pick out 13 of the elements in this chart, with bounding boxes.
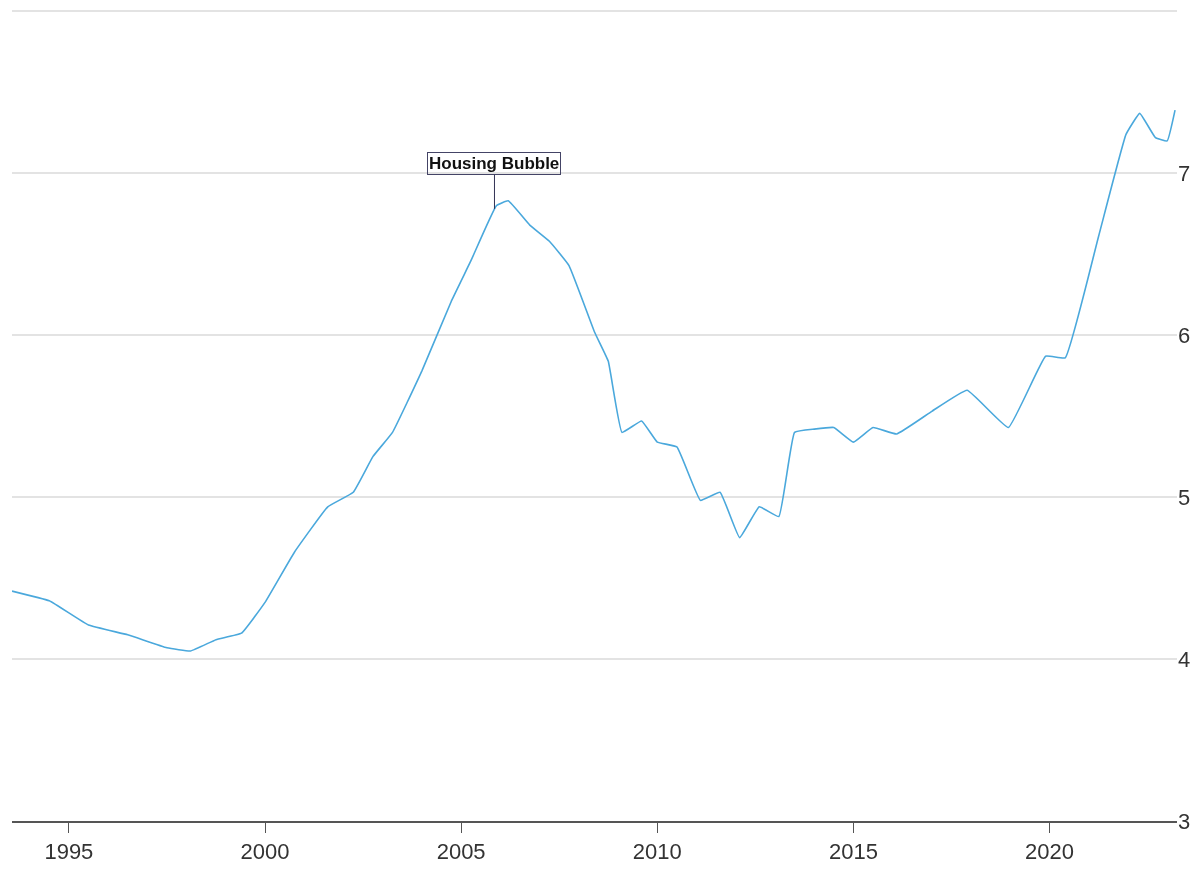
x-tick-label: 2000 (240, 839, 290, 865)
y-tick-label: 6 (1178, 322, 1191, 348)
y-tick-label: 4 (1178, 646, 1191, 672)
x-tick-label: 2015 (828, 839, 878, 865)
x-tick-label: 2020 (1025, 839, 1074, 865)
x-tick-label: 2010 (632, 839, 682, 865)
y-tick-label: 3 (1178, 808, 1191, 834)
y-tick-label: 7 (1178, 160, 1191, 186)
annotation: Housing Bubble (429, 154, 560, 173)
x-tick-label: 2005 (436, 839, 486, 865)
line-series (12, 109, 1176, 652)
x-tick-label: 1995 (44, 839, 94, 865)
y-tick-label: 5 (1178, 484, 1191, 510)
